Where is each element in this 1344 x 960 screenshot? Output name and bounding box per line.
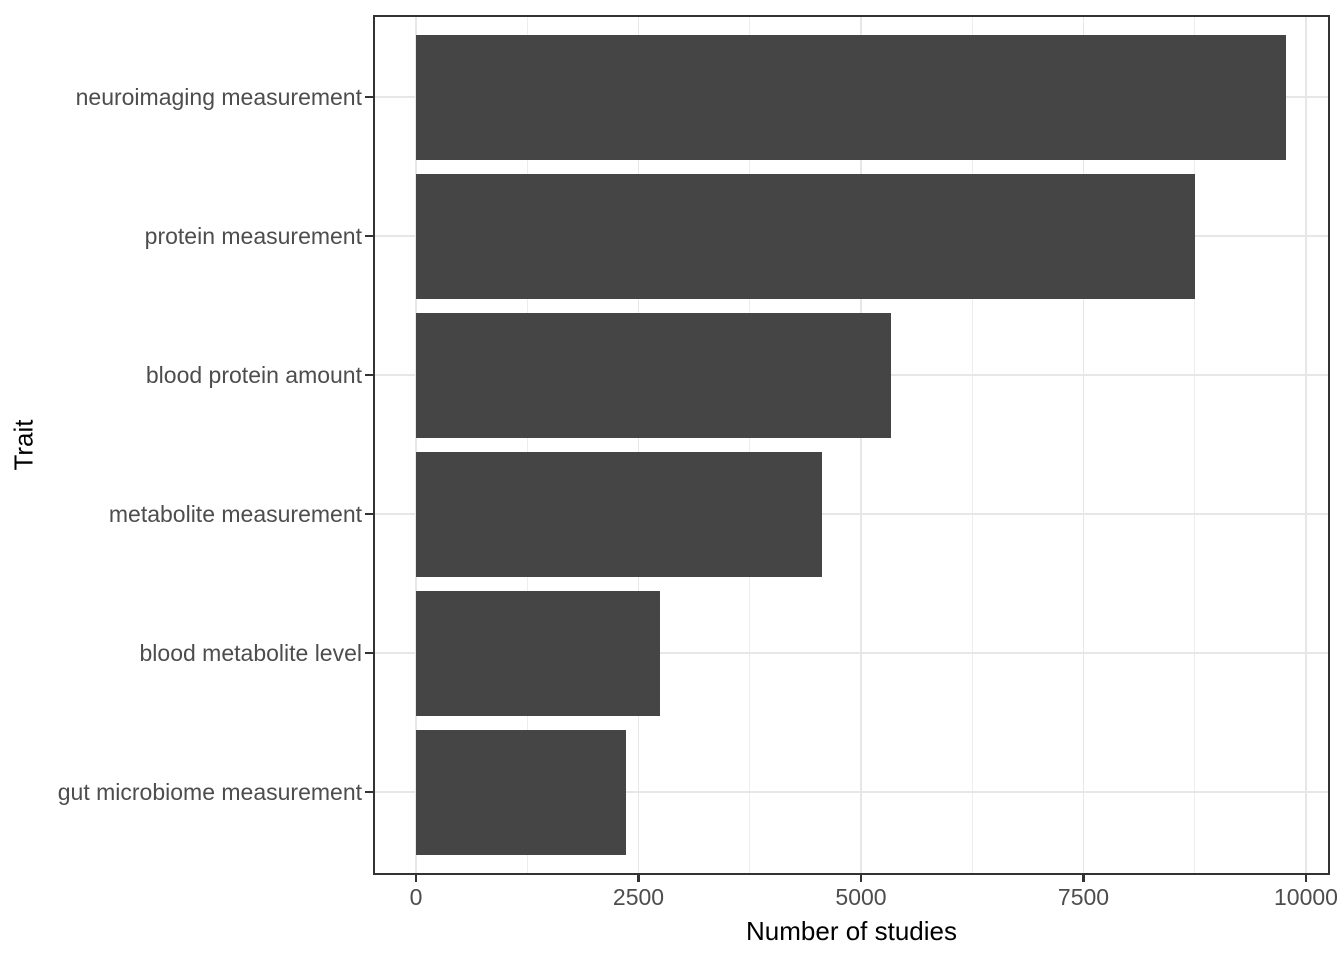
x-gridline-minor [1194,15,1196,875]
bar [416,34,1286,160]
y-tick-label: protein measurement [144,223,362,249]
y-gridline-major [373,513,1330,515]
x-tick-label: 2500 [612,884,665,910]
bar [416,729,627,855]
y-tick-mark [365,651,373,655]
x-tick-mark [1304,875,1308,882]
y-tick-label: gut microbiome measurement [57,779,362,805]
x-gridline-major [860,15,862,875]
x-tick-label: 10000 [1274,884,1338,910]
bar [416,590,660,716]
y-tick-mark [365,512,373,516]
x-gridline-minor [971,15,973,875]
x-tick-mark [637,875,640,882]
y-tick-mark [365,234,373,238]
x-gridline-major [1305,15,1307,875]
x-axis-title: Number of studies [746,916,957,946]
y-gridline-major [373,652,1330,654]
x-gridline-major [415,15,417,875]
bar [416,173,1195,299]
y-tick-mark [365,95,373,99]
y-tick-label: blood metabolite level [139,640,362,666]
plot-panel [373,15,1330,875]
x-gridline-minor [526,15,528,875]
y-gridline-major [373,791,1330,793]
x-gridline-major [1082,15,1085,875]
x-tick-mark [414,875,418,882]
bar [416,451,822,577]
x-tick-mark [859,875,863,882]
y-tick-label: metabolite measurement [108,501,362,527]
y-tick-label: blood protein amount [145,362,362,388]
x-tick-label: 0 [409,884,423,910]
bar [416,312,892,438]
x-gridline-minor [749,15,751,875]
y-tick-mark [365,790,373,794]
x-tick-label: 7500 [1057,884,1110,910]
x-gridline-major [637,15,640,875]
y-axis-title: Trait [8,419,39,471]
x-tick-label: 5000 [835,884,887,910]
x-tick-mark [1082,875,1085,882]
y-tick-mark [365,373,373,377]
y-tick-label: neuroimaging measurement [75,84,362,110]
